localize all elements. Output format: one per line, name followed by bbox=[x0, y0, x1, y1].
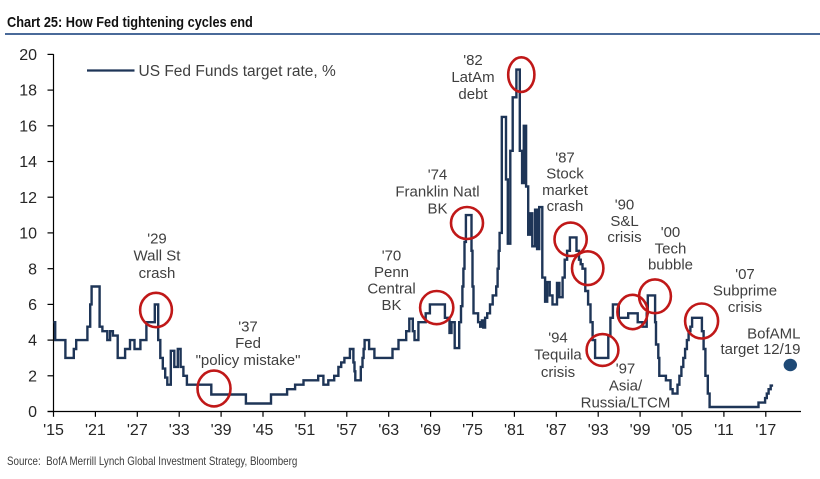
svg-text:'27: '27 bbox=[127, 422, 148, 439]
svg-text:'57: '57 bbox=[336, 422, 357, 439]
svg-text:crash: crash bbox=[139, 265, 176, 282]
svg-text:Franklin Natl: Franklin Natl bbox=[395, 183, 479, 200]
svg-text:'74: '74 bbox=[428, 166, 448, 183]
svg-text:'45: '45 bbox=[253, 422, 274, 439]
svg-text:Fed: Fed bbox=[235, 335, 261, 352]
svg-text:'15: '15 bbox=[43, 422, 64, 439]
svg-text:Tech: Tech bbox=[655, 240, 687, 257]
svg-text:Subprime: Subprime bbox=[713, 283, 777, 300]
svg-text:debt: debt bbox=[458, 86, 488, 103]
svg-text:14: 14 bbox=[19, 154, 37, 171]
svg-text:10: 10 bbox=[19, 226, 37, 243]
svg-text:S&L: S&L bbox=[610, 213, 638, 230]
svg-text:'90: '90 bbox=[615, 196, 635, 213]
svg-text:market: market bbox=[542, 182, 589, 199]
svg-text:Russia/LTCM: Russia/LTCM bbox=[581, 394, 671, 411]
svg-text:BofAML: BofAML bbox=[747, 325, 800, 342]
svg-text:'87: '87 bbox=[546, 422, 567, 439]
svg-text:Wall St: Wall St bbox=[134, 248, 182, 265]
svg-text:BK: BK bbox=[381, 297, 401, 314]
svg-text:'05: '05 bbox=[672, 422, 693, 439]
svg-text:Asia/: Asia/ bbox=[609, 377, 643, 394]
svg-text:'33: '33 bbox=[169, 422, 190, 439]
svg-text:crisis: crisis bbox=[607, 229, 641, 246]
svg-text:'97: '97 bbox=[616, 360, 636, 377]
svg-text:'87: '87 bbox=[555, 149, 575, 166]
svg-text:'75: '75 bbox=[462, 422, 483, 439]
svg-text:'11: '11 bbox=[714, 422, 734, 439]
svg-text:'21: '21 bbox=[85, 422, 106, 439]
svg-text:'07: '07 bbox=[735, 266, 755, 283]
svg-text:18: 18 bbox=[19, 83, 37, 100]
svg-text:US Fed Funds target rate, %: US Fed Funds target rate, % bbox=[139, 63, 337, 80]
svg-text:Tequila: Tequila bbox=[534, 347, 582, 364]
svg-text:'82: '82 bbox=[463, 52, 483, 69]
svg-text:4: 4 bbox=[28, 333, 37, 350]
svg-text:Stock: Stock bbox=[546, 166, 584, 183]
svg-text:crisis: crisis bbox=[541, 364, 575, 381]
svg-text:'17: '17 bbox=[755, 422, 776, 439]
svg-text:'81: '81 bbox=[504, 422, 525, 439]
svg-text:'37: '37 bbox=[238, 318, 258, 335]
svg-text:'39: '39 bbox=[211, 422, 232, 439]
svg-text:0: 0 bbox=[28, 404, 37, 421]
svg-text:'99: '99 bbox=[630, 422, 651, 439]
svg-text:Central: Central bbox=[367, 281, 415, 298]
svg-text:target 12/19: target 12/19 bbox=[720, 341, 800, 358]
svg-text:'63: '63 bbox=[378, 422, 399, 439]
svg-text:'93: '93 bbox=[588, 422, 609, 439]
svg-text:Penn: Penn bbox=[374, 264, 409, 281]
svg-text:20: 20 bbox=[19, 47, 37, 64]
svg-text:crisis: crisis bbox=[728, 299, 762, 316]
svg-text:bubble: bubble bbox=[648, 257, 693, 274]
svg-text:6: 6 bbox=[28, 297, 37, 314]
svg-text:'00: '00 bbox=[661, 224, 681, 241]
svg-text:BK: BK bbox=[427, 200, 447, 217]
svg-text:2: 2 bbox=[28, 368, 37, 385]
svg-text:8: 8 bbox=[28, 261, 37, 278]
svg-text:12: 12 bbox=[19, 190, 37, 207]
svg-text:LatAm: LatAm bbox=[451, 69, 494, 86]
svg-text:'94: '94 bbox=[548, 329, 568, 346]
svg-text:'69: '69 bbox=[420, 422, 441, 439]
svg-text:16: 16 bbox=[19, 118, 37, 135]
svg-text:'29: '29 bbox=[147, 230, 167, 247]
svg-text:'51: '51 bbox=[294, 422, 315, 439]
svg-text:'70: '70 bbox=[382, 247, 402, 264]
svg-text:crash: crash bbox=[547, 198, 584, 215]
svg-text:"policy mistake": "policy mistake" bbox=[196, 352, 301, 369]
